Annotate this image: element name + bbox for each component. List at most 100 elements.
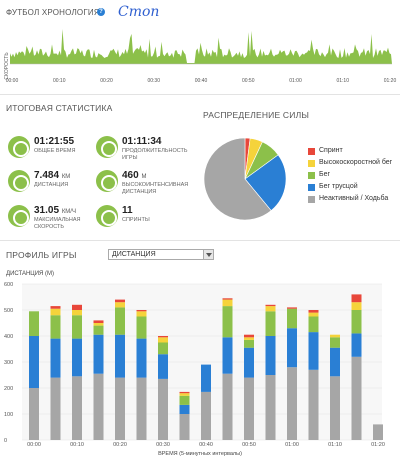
bar-segment xyxy=(72,376,82,440)
bar-segment xyxy=(287,328,297,368)
y-tick-label: 200 xyxy=(4,386,13,392)
timeline-tick-label: 00:20 xyxy=(100,78,113,84)
bar-segment xyxy=(351,294,362,303)
bar-segment xyxy=(244,347,254,378)
bar-segment xyxy=(287,308,297,329)
distance-icon xyxy=(8,170,30,192)
timeline-tick-label: 00:10 xyxy=(53,78,66,84)
legend-swatch xyxy=(308,184,315,191)
stat-label: СПРИНТЫ xyxy=(122,217,150,223)
bar-segment xyxy=(72,310,82,316)
stat-value: 01:21:55 xyxy=(34,136,75,147)
bar-segment xyxy=(308,310,319,313)
x-tick-label: 00:20 xyxy=(113,442,127,448)
bar-segment xyxy=(158,354,168,379)
timeline-tick-label: 00:30 xyxy=(147,78,160,84)
speedometer-icon xyxy=(8,205,30,227)
bar-segment xyxy=(222,337,233,374)
bar-segment xyxy=(265,304,276,307)
timeline-tick-label: 01:10 xyxy=(336,78,349,84)
x-tick-label: 00:00 xyxy=(27,442,41,448)
bar-segment xyxy=(115,307,125,335)
bar-segment xyxy=(50,306,61,309)
bar-segment xyxy=(179,395,190,405)
bar-segment xyxy=(93,325,104,335)
bar-segment xyxy=(29,336,39,388)
clock-icon xyxy=(96,136,118,158)
bar-segment xyxy=(244,377,254,440)
distribution-title: РАСПРЕДЕЛЕНИЕ СИЛЫ xyxy=(203,110,310,120)
bar-segment xyxy=(287,307,297,309)
bar-segment xyxy=(222,373,233,440)
bar-segment xyxy=(222,298,233,300)
profile-title: ПРОФИЛЬ ИГРЫ xyxy=(6,250,77,260)
bar-segment xyxy=(93,320,104,323)
bar-segment xyxy=(244,334,254,338)
bar-segment xyxy=(330,376,340,440)
bar-segment xyxy=(115,334,125,378)
legend-swatch xyxy=(308,196,315,203)
x-tick-label: 01:20 xyxy=(371,442,385,448)
stat-value: 01:11:34 xyxy=(122,136,162,147)
bar-segment xyxy=(351,302,362,310)
y-tick-label: 400 xyxy=(4,334,13,340)
x-tick-label: 01:00 xyxy=(285,442,299,448)
bar-segment xyxy=(287,367,297,440)
bar-segment xyxy=(136,377,147,440)
bar-segment xyxy=(308,369,319,440)
bar-segment xyxy=(351,310,362,334)
bar-segment xyxy=(244,337,254,340)
running-icon xyxy=(96,170,118,192)
x-tick-label: 00:40 xyxy=(199,442,213,448)
bar-segment xyxy=(179,404,190,414)
bar-segment xyxy=(265,375,276,440)
bar-segment xyxy=(158,342,168,355)
bar-segment xyxy=(179,391,190,394)
timeline-tick-label: 00:50 xyxy=(242,78,255,84)
x-tick-label: 00:10 xyxy=(70,442,84,448)
timeline-tick-label: 01:20 xyxy=(384,78,397,84)
bar-segment xyxy=(201,364,211,392)
question-icon[interactable]: ? xyxy=(97,8,105,16)
y-tick-label: 300 xyxy=(4,360,13,366)
bar-segment xyxy=(330,347,340,377)
bar-segment xyxy=(201,391,211,440)
bar-segment xyxy=(158,336,168,338)
bar-segment xyxy=(72,315,82,339)
bar-segment xyxy=(351,333,362,357)
bar-segment xyxy=(29,388,39,440)
bar-chart-ylabel: ДИСТАНЦИЯ (М) xyxy=(6,271,54,277)
dropdown-value: ДИСТАНЦИЯ xyxy=(112,251,156,258)
bar-segment xyxy=(115,299,125,303)
bar-segment xyxy=(179,414,190,440)
bar-chart-xlabel: ВРЕМЯ (5-минутных интервалы) xyxy=(158,451,242,457)
stat-value: 11 xyxy=(122,205,133,216)
bar-segment xyxy=(179,393,190,396)
bar-segment xyxy=(351,356,362,440)
stat-label: ВЫСОКОИНТЕНСИВНАЯ xyxy=(122,182,189,188)
bar-segment xyxy=(50,315,61,339)
y-tick-label: 500 xyxy=(4,308,13,314)
summary-title: ИТОГОВАЯ СТАТИСТИКА xyxy=(6,103,113,113)
bar-segment xyxy=(373,424,383,440)
pie-slice xyxy=(203,137,272,221)
effort-distribution-pie xyxy=(203,137,287,221)
metric-dropdown[interactable]: ДИСТАНЦИЯ xyxy=(108,249,214,260)
bar-segment xyxy=(330,337,340,348)
bar-segment xyxy=(308,316,319,333)
bar-segment xyxy=(222,299,233,307)
x-tick-label: 01:10 xyxy=(328,442,342,448)
bar-segment xyxy=(136,311,147,317)
timeline-ylabel: СКОРОСТЬ xyxy=(4,52,10,80)
speed-area xyxy=(10,29,392,64)
stat-label: МАКСИМАЛЬНАЯ xyxy=(34,217,81,223)
bar-segment xyxy=(136,338,147,378)
bar-segment xyxy=(308,312,319,317)
sprint-icon xyxy=(96,205,118,227)
chevron-down-icon[interactable] xyxy=(203,250,213,259)
clock-icon xyxy=(8,136,30,158)
y-tick-label: 100 xyxy=(4,412,13,418)
handwriting-annotation: Стоп xyxy=(118,4,160,20)
bar-segment xyxy=(93,323,104,326)
divider xyxy=(0,240,400,241)
